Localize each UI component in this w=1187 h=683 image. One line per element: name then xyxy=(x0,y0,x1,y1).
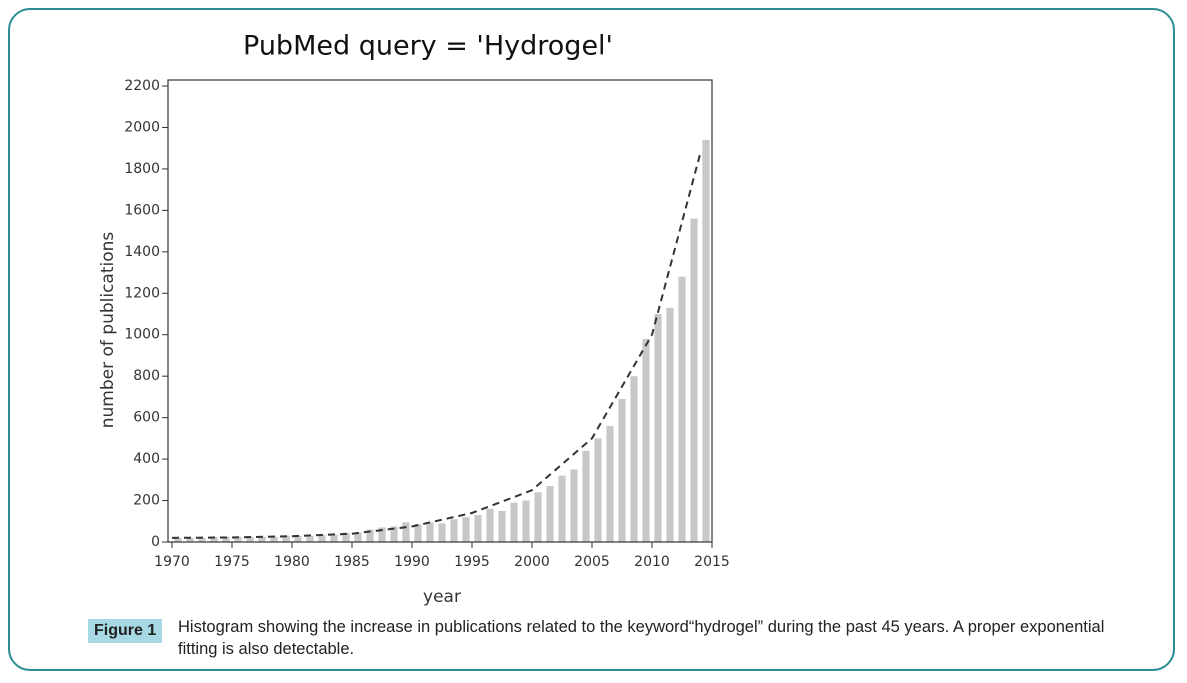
bar xyxy=(402,522,410,542)
chart-title: PubMed query = 'Hydrogel' xyxy=(243,31,613,62)
x-tick-label: 1995 xyxy=(454,554,490,570)
bar xyxy=(486,508,494,542)
bar xyxy=(594,438,602,542)
bar xyxy=(354,532,362,542)
x-tick-label: 1990 xyxy=(394,554,430,570)
y-tick-label: 200 xyxy=(133,493,160,509)
bar xyxy=(318,534,326,542)
bar xyxy=(642,338,650,542)
bar xyxy=(510,502,518,542)
bar xyxy=(234,536,242,542)
bar xyxy=(570,469,578,542)
bar xyxy=(306,535,314,542)
y-tick-label: 0 xyxy=(151,534,160,550)
bar xyxy=(414,524,422,542)
x-tick-label: 1975 xyxy=(214,554,250,570)
bar xyxy=(330,534,338,542)
x-tick-label: 2010 xyxy=(634,554,670,570)
caption-label: Figure 1 xyxy=(88,619,163,643)
x-tick-label: 2005 xyxy=(574,554,610,570)
y-tick-label: 2000 xyxy=(124,119,160,135)
x-tick-label: 2015 xyxy=(694,554,730,570)
bar xyxy=(522,500,530,542)
bar xyxy=(282,535,290,542)
bar xyxy=(546,486,554,542)
bar xyxy=(498,510,506,542)
y-tick-label: 2200 xyxy=(124,78,160,94)
y-axis-label: number of publications xyxy=(98,232,118,429)
y-tick-label: 1800 xyxy=(124,161,160,177)
bar xyxy=(450,519,458,542)
fit-line xyxy=(171,154,701,539)
y-tick-label: 400 xyxy=(133,451,160,467)
y-tick-label: 1600 xyxy=(124,202,160,218)
bar xyxy=(174,537,182,542)
bar xyxy=(558,475,566,542)
bar xyxy=(390,526,398,542)
x-axis-label: year xyxy=(423,587,461,607)
bar xyxy=(270,536,278,542)
bar xyxy=(702,139,710,542)
bar xyxy=(246,536,254,542)
bar xyxy=(666,307,674,542)
figure-frame xyxy=(8,8,1175,671)
bar xyxy=(438,523,446,542)
y-tick-label: 1200 xyxy=(124,285,160,301)
bar xyxy=(606,425,614,542)
bar xyxy=(654,314,662,542)
bar xyxy=(378,527,386,542)
bar xyxy=(474,515,482,542)
bar xyxy=(618,398,626,542)
bar xyxy=(294,535,302,542)
bar xyxy=(342,532,350,542)
bar xyxy=(210,536,218,542)
bar xyxy=(258,536,266,542)
plot-frame xyxy=(167,79,713,543)
bar xyxy=(630,376,638,542)
bar xyxy=(690,218,698,542)
x-tick-label: 1970 xyxy=(154,554,190,570)
bar xyxy=(198,537,206,542)
bar xyxy=(222,536,230,542)
caption-text: Histogram showing the increase in public… xyxy=(178,618,1105,658)
x-tick-label: 2000 xyxy=(514,554,550,570)
y-tick-label: 1400 xyxy=(124,244,160,260)
bar xyxy=(534,492,542,542)
bar xyxy=(426,522,434,542)
x-tick-label: 1980 xyxy=(274,554,310,570)
bar xyxy=(366,529,374,542)
bar xyxy=(462,517,470,542)
y-tick-label: 600 xyxy=(133,410,160,426)
bar xyxy=(678,276,686,542)
y-tick-label: 1000 xyxy=(124,327,160,343)
x-tick-label: 1985 xyxy=(334,554,370,570)
y-tick-label: 800 xyxy=(133,368,160,384)
bar xyxy=(186,537,194,542)
bar xyxy=(582,450,590,542)
